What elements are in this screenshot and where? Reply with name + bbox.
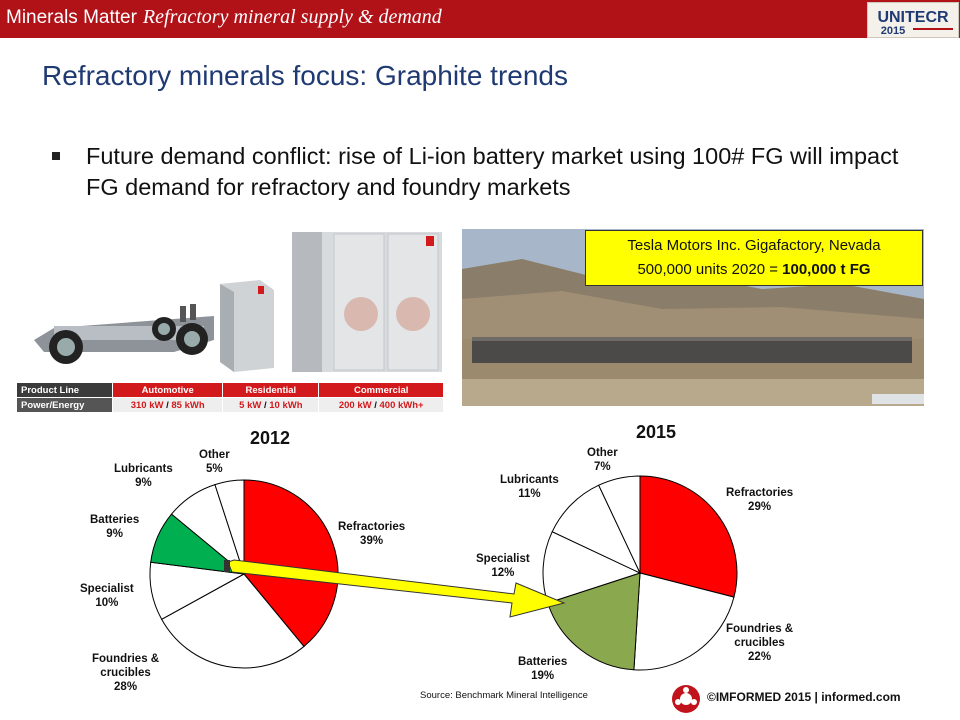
pie-2015-title: 2015 <box>636 422 677 442</box>
pie2015-label-refractories: Refractories 29% <box>726 487 794 513</box>
bullet-text: Future demand conflict: rise of Li-ion b… <box>86 143 899 200</box>
spec-header-automotive: Automotive <box>112 382 224 398</box>
pie-slice-2012-foundries-crucibles <box>160 573 305 669</box>
footer-copyright: ©IMFORMED 2015 | informed.com <box>707 690 901 704</box>
slide-title: Refractory minerals focus: Graphite tren… <box>42 60 568 91</box>
pie2015-label-other: Other 7% <box>587 447 618 473</box>
pie2015-label-specialist: Specialist 12% <box>476 553 530 579</box>
car-chassis-illustration <box>34 304 214 364</box>
pie2012-label-refractories: Refractories 39% <box>338 521 406 547</box>
callout-line1: Tesla Motors Inc. Gigafactory, Nevada <box>627 237 881 254</box>
commercial-battery-illustration <box>292 232 442 372</box>
bullet-square-icon <box>52 152 60 160</box>
spec-row-label: Power/Energy <box>15 397 114 413</box>
tesla-products-image <box>34 232 442 372</box>
product-spec-table: Product Line Automotive Residential Comm… <box>15 382 444 413</box>
spec-automotive-value: 310 kW / 85 kWh <box>112 397 224 413</box>
battery-shift-arrow <box>224 559 566 618</box>
pie-slice-2015-lubricants <box>551 484 642 575</box>
pie2015-label-batteries: Batteries 19% <box>518 656 568 682</box>
header-brand: Minerals Matter Refractory mineral supply… <box>6 6 442 29</box>
pie-slice-2012-other <box>214 479 245 575</box>
unitecr-logo-text: UNITECR <box>877 9 949 26</box>
pie-2012-title: 2012 <box>250 428 291 448</box>
pie2012-label-specialist: Specialist 10% <box>80 583 134 609</box>
brand-subtitle: Refractory mineral supply & demand <box>142 6 442 28</box>
gigafactory-callout: Tesla Motors Inc. Gigafactory, Nevada 50… <box>585 230 923 286</box>
pie-slice-2015-foundries-crucibles <box>633 572 735 671</box>
callout-line2: 500,000 units 2020 = 100,000 t FG <box>637 261 871 278</box>
pie2012-label-foundries: Foundries & crucibles 28% <box>92 653 160 693</box>
unitecr-logo: UNITECR 2015 <box>867 2 959 38</box>
residential-battery-illustration <box>220 280 274 372</box>
spec-table-row: Power/Energy 310 kW / 85 kWh 5 kW / 10 k… <box>15 397 444 413</box>
pie-slice-2015-refractories <box>639 475 738 598</box>
source-note: Source: Benchmark Mineral Intelligence <box>420 690 588 701</box>
spec-header-residential: Residential <box>222 382 320 398</box>
pie2012-label-batteries: Batteries 9% <box>90 514 140 540</box>
pie2015-label-foundries: Foundries & crucibles 22% <box>726 623 794 663</box>
pie-slice-2012-refractories <box>243 479 339 648</box>
pie2012-label-other: Other 5% <box>199 449 230 475</box>
pie-chart-2012 <box>149 479 339 669</box>
pie2015-label-lubricants: Lubricants 11% <box>500 474 559 500</box>
callout-highlight: 100,000 t FG <box>782 261 871 278</box>
pie-slice-2015-other <box>598 475 641 574</box>
header-bar: Minerals Matter Refractory mineral supply… <box>0 0 960 38</box>
unitecr-logo-year: 2015 <box>881 25 905 37</box>
pie-slice-2015-batteries <box>547 572 641 671</box>
pie-chart-2015 <box>542 475 738 671</box>
brand-name: Minerals Matter <box>6 7 137 28</box>
imformed-logo-icon <box>672 685 700 713</box>
spec-residential-value: 5 kW / 10 kWh <box>222 397 320 413</box>
pie2012-label-lubricants: Lubricants 9% <box>114 463 173 489</box>
spec-header-product-line: Product Line <box>15 382 114 398</box>
gigafactory-photo <box>462 229 924 406</box>
spec-commercial-value: 200 kW / 400 kWh+ <box>318 397 444 413</box>
